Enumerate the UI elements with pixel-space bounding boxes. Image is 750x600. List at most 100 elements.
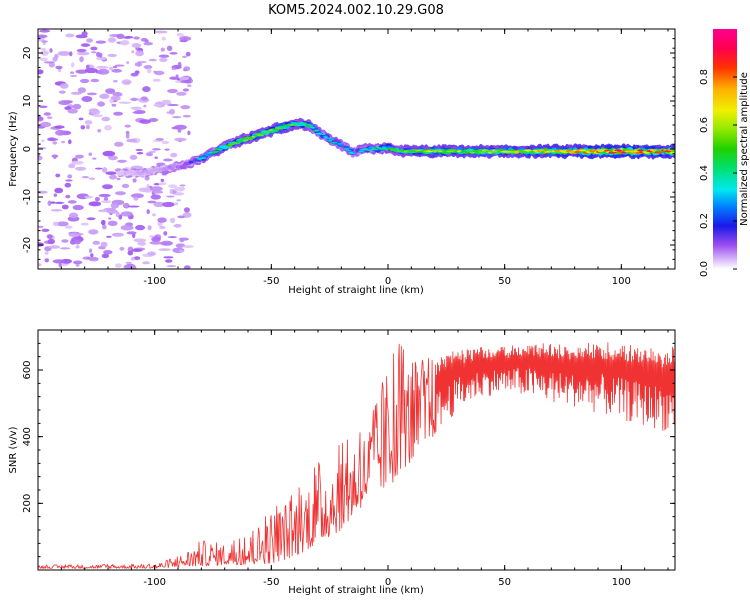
ridge-cell: [346, 149, 352, 152]
ridge-cell: [227, 143, 235, 146]
noise-speckle: [143, 104, 147, 108]
noise-speckle: [156, 162, 166, 166]
noise-speckle: [187, 130, 191, 136]
ridge-cell: [388, 148, 394, 150]
ridge-cell: [170, 166, 175, 171]
noise-speckle: [182, 114, 191, 118]
ridge-cell: [327, 140, 333, 142]
noise-speckle: [174, 137, 187, 142]
x-tick-label: 0: [385, 577, 391, 588]
noise-speckle: [92, 240, 101, 245]
noise-speckle: [75, 154, 84, 159]
noise-speckle: [159, 225, 166, 230]
noise-speckle: [38, 69, 44, 75]
noise-speckle: [104, 125, 112, 131]
noise-speckle: [84, 195, 93, 199]
ridge-cell: [261, 133, 269, 135]
colorbar-tick-label: 0.6: [699, 117, 710, 133]
ridge-cell: [389, 149, 396, 151]
x-tick-label: 100: [612, 577, 631, 588]
noise-speckle: [137, 241, 146, 246]
snr-x-axis-label: Height of straight line (km): [288, 585, 424, 596]
noise-speckle: [75, 245, 80, 249]
noise-speckle: [159, 57, 168, 63]
ridge-cell: [302, 122, 307, 125]
noise-speckle: [84, 67, 98, 74]
snr-x-ticks: -100 -50 0 50 100: [37, 330, 669, 588]
noise-speckle: [115, 211, 120, 218]
ridge-cell: [275, 127, 283, 130]
noise-speckle: [102, 184, 113, 190]
noise-speckle: [120, 39, 130, 46]
ridge-cell: [337, 143, 343, 145]
noise-speckle: [55, 65, 63, 70]
ridge-cell: [381, 147, 387, 149]
noise-speckle: [143, 42, 153, 46]
noise-speckle: [97, 128, 102, 133]
noise-speckle: [77, 87, 87, 93]
noise-speckle: [180, 186, 185, 191]
noise-speckle: [49, 48, 53, 53]
noise-speckle: [179, 39, 188, 43]
noise-speckle: [81, 96, 93, 102]
noise-speckle: [127, 250, 134, 256]
ridge-cell: [518, 150, 524, 152]
noise-speckle: [180, 105, 191, 110]
noise-speckle: [142, 86, 151, 93]
noise-speckle: [161, 101, 172, 105]
noise-speckle: [65, 179, 73, 182]
x-tick-label: 50: [498, 577, 511, 588]
noise-speckle: [41, 40, 48, 43]
noise-speckle: [136, 152, 144, 155]
noise-speckle: [64, 182, 72, 188]
noise-speckle: [46, 234, 53, 240]
noise-speckle: [153, 70, 157, 73]
noise-speckle: [53, 193, 58, 198]
noise-speckle: [67, 200, 77, 204]
noise-speckle: [135, 50, 144, 57]
noise-speckle: [96, 56, 107, 61]
noise-speckle: [135, 148, 143, 152]
noise-speckle: [44, 258, 50, 263]
noise-speckle: [183, 66, 191, 72]
noise-speckle: [98, 193, 111, 198]
ridge-cell: [573, 151, 582, 153]
noise-speckle: [179, 249, 184, 253]
noise-speckle: [176, 91, 187, 96]
ridge-cell: [581, 149, 587, 152]
ridge-cell: [379, 148, 385, 150]
y-tick-label: 20: [22, 47, 33, 60]
noise-speckle: [145, 152, 153, 157]
noise-speckle: [116, 33, 125, 39]
noise-speckle: [154, 70, 165, 76]
noise-speckle: [181, 55, 188, 58]
ridge-cell: [280, 125, 287, 128]
noise-speckle: [110, 202, 119, 209]
noise-speckle: [163, 158, 173, 162]
noise-speckle: [135, 224, 146, 231]
noise-speckle: [108, 217, 112, 220]
ridge-cell: [373, 148, 379, 151]
ridge-cell: [238, 139, 245, 141]
spectrogram-x-axis-label: Height of straight line (km): [288, 285, 424, 296]
noise-speckle: [153, 104, 162, 107]
noise-speckle: [58, 262, 62, 268]
ridge-cell: [374, 146, 382, 149]
noise-speckle: [65, 194, 71, 199]
ridge-cell: [316, 132, 323, 135]
noise-speckle: [180, 80, 192, 84]
noise-speckle: [57, 51, 71, 56]
noise-speckle: [68, 232, 80, 238]
y-tick-label: 10: [22, 95, 33, 108]
noise-speckle: [167, 88, 178, 94]
noise-speckle: [160, 178, 165, 182]
noise-speckle: [69, 51, 73, 57]
y-tick-label: 0: [22, 146, 33, 152]
ridge-cell: [470, 151, 475, 154]
noise-speckle: [149, 241, 163, 245]
noise-speckle: [56, 221, 69, 227]
noise-speckle: [86, 38, 93, 43]
ridge-cell: [321, 133, 326, 135]
noise-speckle: [101, 253, 110, 259]
ridge-cell: [218, 149, 223, 151]
